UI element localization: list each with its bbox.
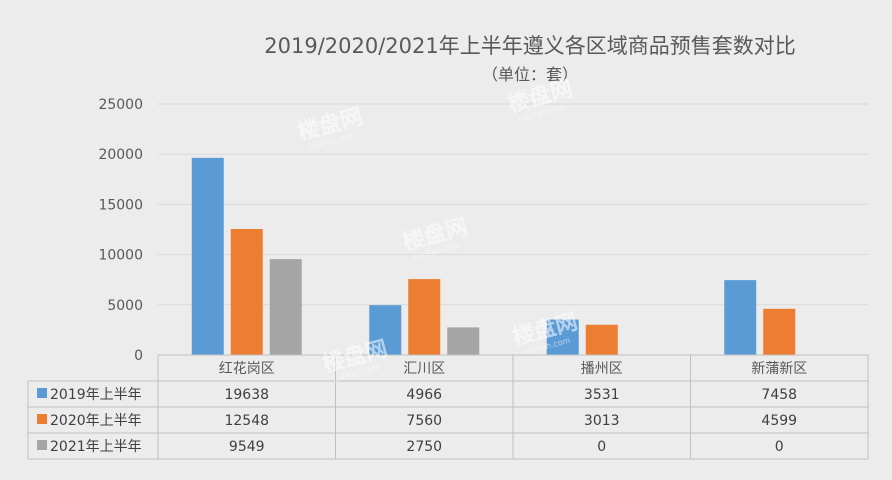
bar xyxy=(585,324,618,355)
bar xyxy=(230,229,263,355)
bar xyxy=(546,319,579,355)
data-label: 4966 xyxy=(406,387,442,403)
data-label: 0 xyxy=(775,439,784,455)
y-tick-label: 20000 xyxy=(98,147,143,163)
y-tick-label: 0 xyxy=(134,348,143,364)
data-label: 4599 xyxy=(761,413,797,429)
legend-label: 2021年上半年 xyxy=(50,439,142,455)
bar xyxy=(191,157,224,355)
data-label: 3013 xyxy=(584,413,620,429)
y-tick-label: 10000 xyxy=(98,248,143,264)
data-label: 7458 xyxy=(761,387,797,403)
bar xyxy=(724,280,757,355)
data-label: 12548 xyxy=(224,413,269,429)
data-label: 2750 xyxy=(406,439,442,455)
data-label: 7560 xyxy=(406,413,442,429)
legend-label: 2020年上半年 xyxy=(50,413,142,429)
data-label: 3531 xyxy=(584,387,620,403)
chart-title: 2019/2020/2021年上半年遵义各区域商品预售套数对比 xyxy=(264,34,795,58)
bar xyxy=(408,279,441,355)
legend-label: 2019年上半年 xyxy=(50,387,142,403)
data-label: 19638 xyxy=(224,387,269,403)
data-label: 0 xyxy=(597,439,606,455)
y-tick-label: 5000 xyxy=(107,298,143,314)
chart-subtitle: （单位：套） xyxy=(482,65,578,84)
data-label: 9549 xyxy=(229,439,265,455)
y-tick-label: 15000 xyxy=(98,197,143,213)
category-label: 新蒲新区 xyxy=(751,361,807,377)
bar xyxy=(447,327,480,355)
legend-swatch xyxy=(37,388,47,398)
data-table: 红花岗区 汇川区 播州区 新蒲新区 2019年上半年 19638 4966 3531 7458 2… xyxy=(27,354,869,460)
bar xyxy=(763,308,796,355)
category-label: 红花岗区 xyxy=(219,361,275,377)
category-label: 汇川区 xyxy=(403,361,445,377)
bar xyxy=(369,305,402,355)
bars xyxy=(191,157,796,355)
bar xyxy=(269,259,302,355)
category-label: 播州区 xyxy=(581,361,623,377)
y-tick-label: 25000 xyxy=(98,97,143,113)
legend-swatch xyxy=(37,440,47,450)
legend-swatch xyxy=(37,414,47,424)
y-axis-ticks: 0 5000 10000 15000 20000 25000 xyxy=(98,97,143,364)
